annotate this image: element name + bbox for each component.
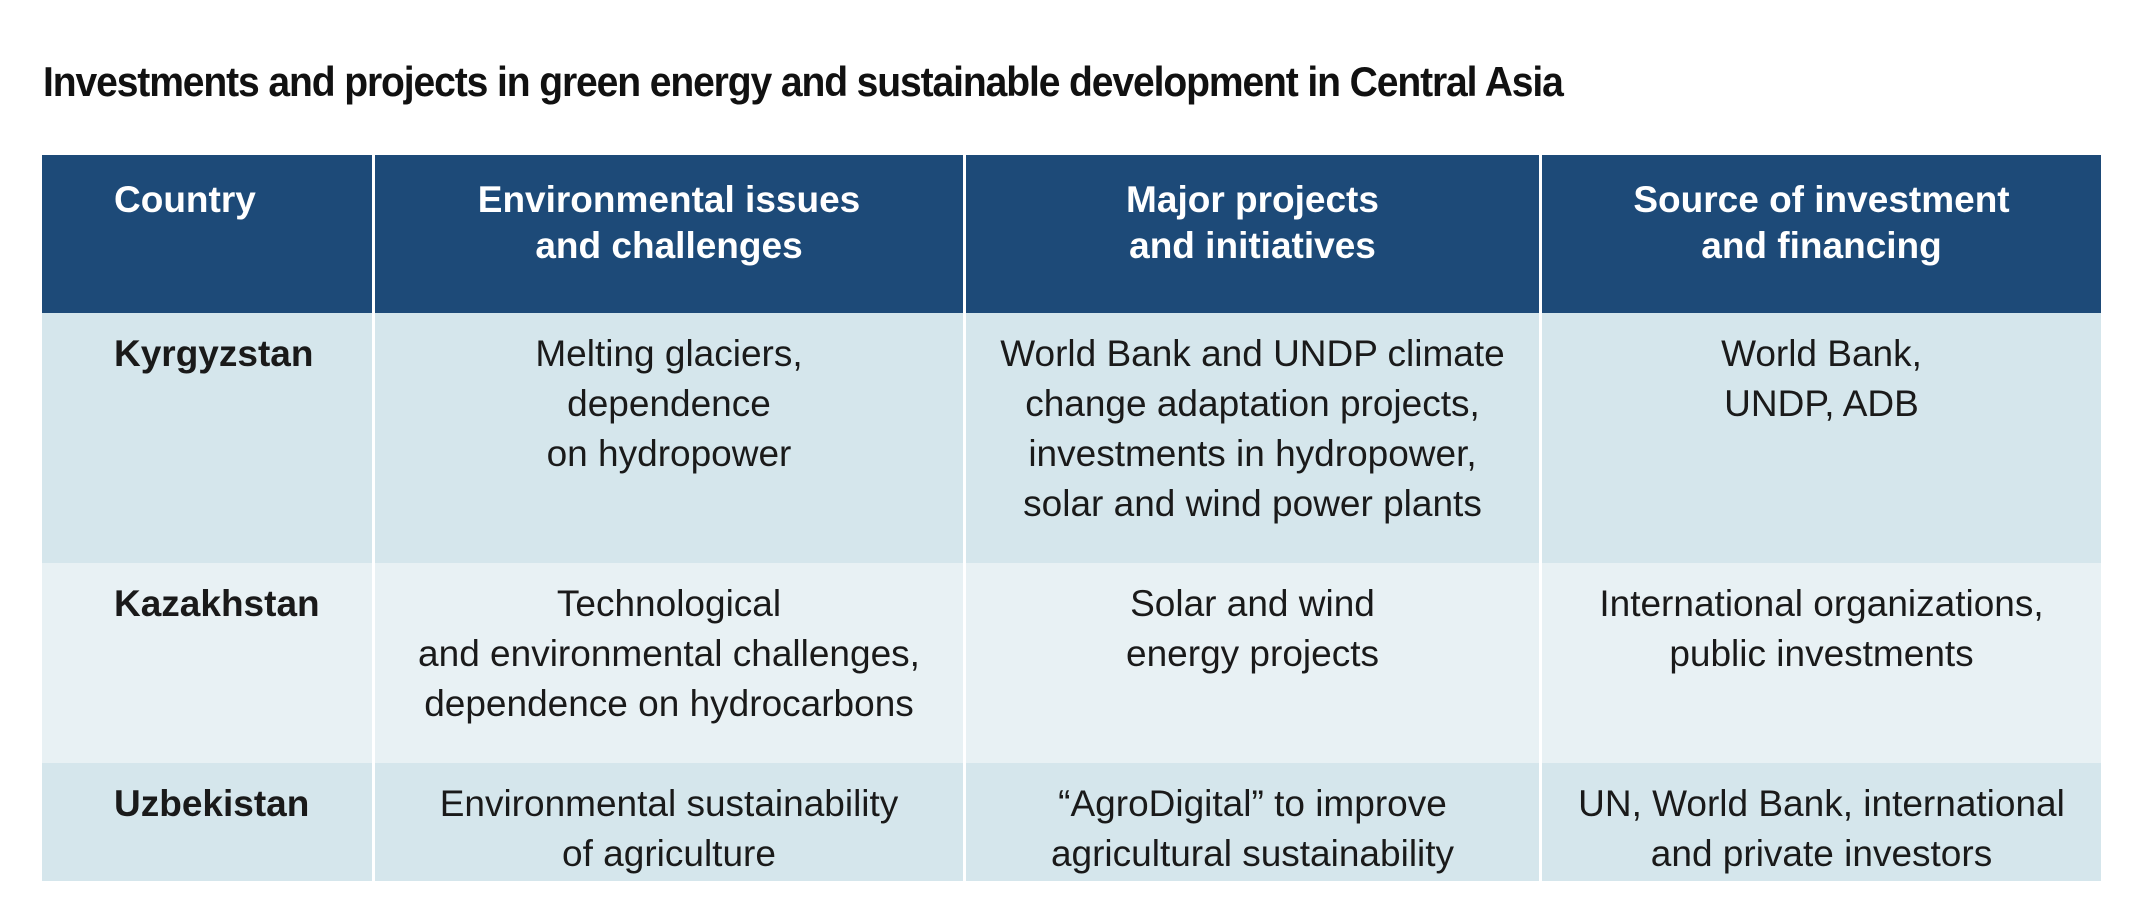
- projects-cell: “AgroDigital” to improve agricultural su…: [966, 763, 1539, 881]
- projects-cell: World Bank and UNDP climate change adapt…: [966, 313, 1539, 563]
- financing-cell: World Bank, UNDP, ADB: [1542, 313, 2101, 563]
- country-cell: Kyrgyzstan: [42, 313, 372, 563]
- issues-cell: Melting glaciers, dependence on hydropow…: [375, 313, 963, 563]
- data-table: Country Environmental issues and challen…: [42, 155, 2101, 881]
- column-header-financing: Source of investment and financing: [1542, 155, 2101, 313]
- issues-cell: Environmental sustainability of agricult…: [375, 763, 963, 881]
- country-cell: Uzbekistan: [42, 763, 372, 881]
- column-header-projects: Major projects and initiatives: [966, 155, 1539, 313]
- column-header-country: Country: [42, 155, 372, 313]
- financing-cell: UN, World Bank, international and privat…: [1542, 763, 2101, 881]
- projects-cell: Solar and wind energy projects: [966, 563, 1539, 763]
- column-header-issues: Environmental issues and challenges: [375, 155, 963, 313]
- financing-cell: International organizations, public inve…: [1542, 563, 2101, 763]
- page-title: Investments and projects in green energy…: [43, 58, 1564, 105]
- issues-cell: Technological and environmental challeng…: [375, 563, 963, 763]
- country-cell: Kazakhstan: [42, 563, 372, 763]
